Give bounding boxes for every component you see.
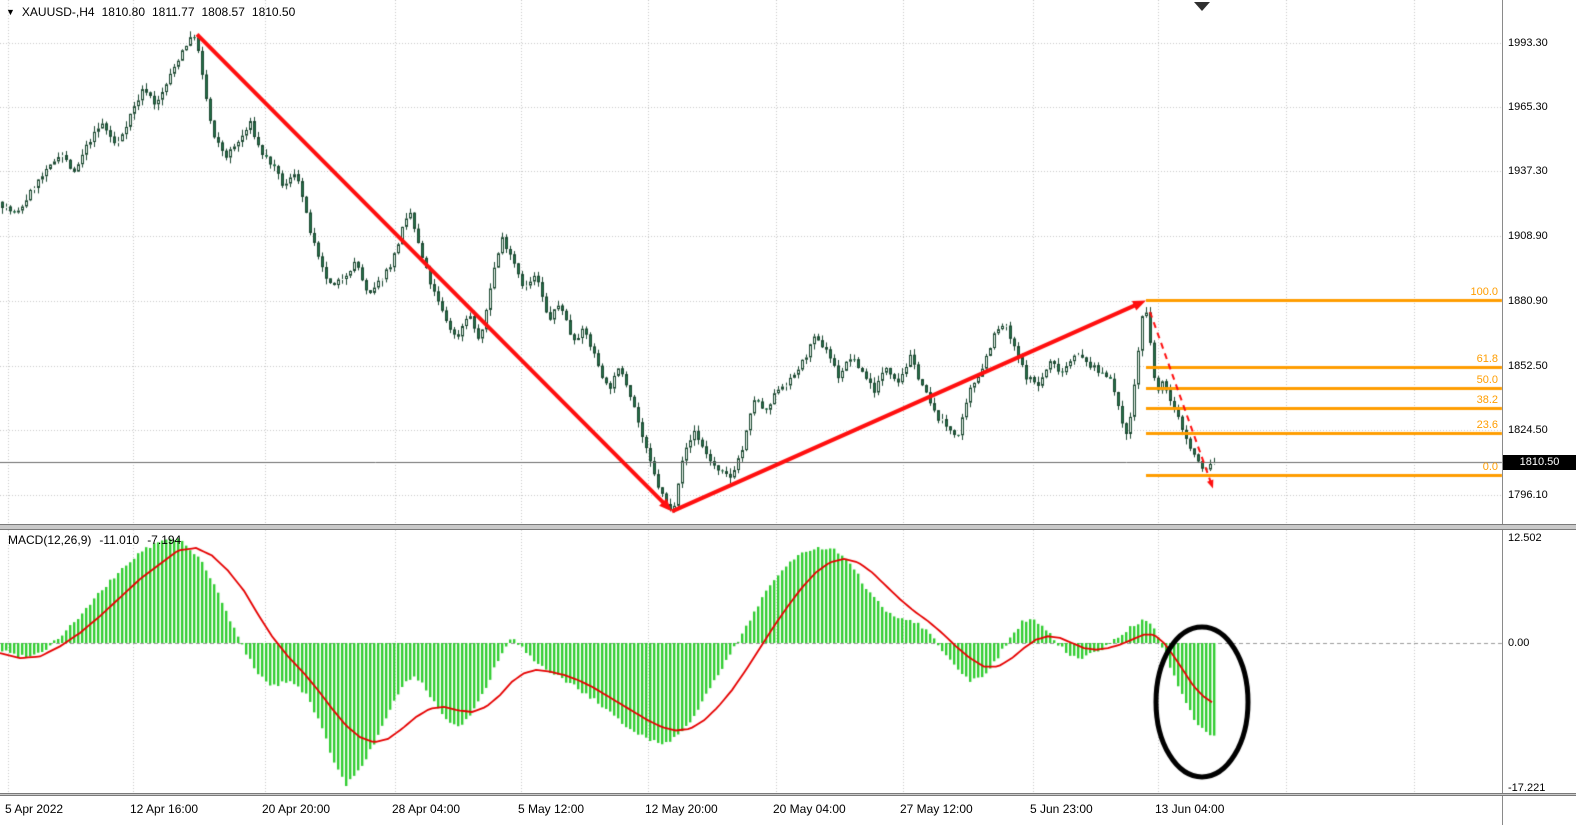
fib-level-label: 23.6 <box>1476 419 1498 432</box>
time-axis-label: 27 May 12:00 <box>900 802 973 816</box>
time-axis-label: 5 Apr 2022 <box>5 802 64 816</box>
time-axis-label: 5 Jun 23:00 <box>1030 802 1093 816</box>
ohlc-close: 1810.50 <box>251 5 296 19</box>
macd-main-value: -11.010 <box>99 533 140 547</box>
price-axis-label: 1937.30 <box>1508 165 1548 178</box>
macd-axis-label: -17.221 <box>1508 781 1546 794</box>
time-axis-label: 5 May 12:00 <box>518 802 585 816</box>
macd-signal-value: -7.194 <box>147 533 182 547</box>
price-axis-label: 1796.10 <box>1508 489 1548 502</box>
symbol-period-label: XAUUSD-,H4 <box>21 5 95 19</box>
fib-level-label: 50.0 <box>1476 373 1498 386</box>
macd-name: MACD(12,26,9) <box>8 533 92 547</box>
time-axis-label: 20 Apr 20:00 <box>262 802 331 816</box>
price-axis[interactable]: 1993.30 1965.30 1937.30 1908.90 1880.90 1852.… <box>1502 0 1576 524</box>
price-axis-label: 1824.50 <box>1508 423 1548 436</box>
fib-level-label: 38.2 <box>1476 394 1498 407</box>
axis-separator-line <box>1502 0 1503 825</box>
time-axis-label: 12 Apr 16:00 <box>130 802 199 816</box>
pane-splitter-top[interactable] <box>0 524 1576 530</box>
price-axis-label: 1852.50 <box>1508 359 1548 372</box>
symbol-dropdown-icon[interactable]: ▼ <box>6 7 15 17</box>
price-axis-label: 1993.30 <box>1508 36 1548 49</box>
time-axis-label: 28 Apr 04:00 <box>392 802 461 816</box>
time-axis[interactable]: 5 Apr 2022 12 Apr 16:00 20 Apr 20:00 28 Apr… <box>0 796 1576 825</box>
time-axis-label: 13 Jun 04:00 <box>1155 802 1225 816</box>
time-axis-label: 20 May 04:00 <box>773 802 846 816</box>
fib-level-label: 100.0 <box>1470 286 1498 299</box>
price-axis-label: 1965.30 <box>1508 101 1548 114</box>
price-axis-label: 1908.90 <box>1508 230 1548 243</box>
pane-splitter-bottom[interactable] <box>0 793 1576 796</box>
symbol-info: ▼ XAUUSD-,H4 1810.80 1811.77 1808.57 181… <box>6 5 295 19</box>
chart-shift-marker-icon[interactable] <box>1194 2 1210 11</box>
ohlc-low: 1808.57 <box>201 5 245 19</box>
macd-indicator-label: MACD(12,26,9) -11.010 -7.194 <box>8 533 181 547</box>
ohlc-high: 1811.77 <box>152 5 195 19</box>
macd-axis-label: 12.502 <box>1508 531 1542 544</box>
macd-axis-label: 0.00 <box>1508 637 1530 649</box>
fib-level-label: 61.8 <box>1476 352 1498 365</box>
time-axis-label: 12 May 20:00 <box>645 802 718 816</box>
fib-level-label: 0.0 <box>1482 460 1498 473</box>
ohlc-open: 1810.80 <box>101 5 145 19</box>
price-axis-label: 1880.90 <box>1508 294 1548 307</box>
macd-scale-axis[interactable]: 12.502 0.00 -17.221 <box>1502 530 1576 794</box>
current-price-badge: 1810.50 <box>1503 455 1576 470</box>
